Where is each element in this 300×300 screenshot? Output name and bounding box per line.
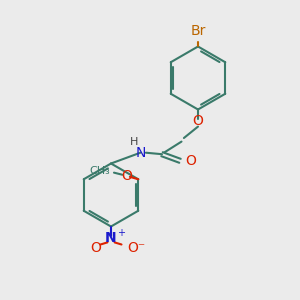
Text: +: + [117,228,125,239]
Text: Br: Br [190,24,206,38]
Text: N: N [105,231,117,245]
Text: O: O [193,114,203,128]
Text: H: H [130,137,138,147]
Text: O: O [91,241,101,254]
Text: O: O [185,154,196,168]
Text: N: N [135,146,146,160]
Text: CH₃: CH₃ [90,166,110,176]
Text: O: O [122,169,132,183]
Text: O⁻: O⁻ [128,241,146,254]
